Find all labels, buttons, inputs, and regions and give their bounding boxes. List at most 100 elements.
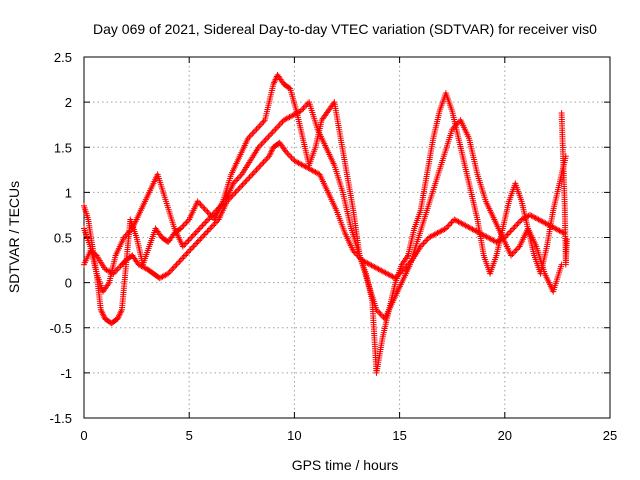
- data-point: [423, 237, 430, 244]
- data-point: [287, 153, 294, 160]
- chart-title: Day 069 of 2021, Sidereal Day-to-day VTE…: [93, 21, 597, 37]
- data-point: [170, 264, 177, 271]
- data-point: [191, 231, 198, 238]
- data-point: [259, 139, 266, 146]
- data-point: [513, 222, 520, 229]
- data-point: [201, 205, 208, 212]
- data-point: [200, 204, 207, 211]
- y-axis-label: SDTVAR / TECUs: [6, 181, 22, 293]
- data-point: [196, 225, 203, 232]
- x-tick-label: 15: [392, 428, 406, 443]
- data-point: [180, 254, 187, 261]
- data-point: [198, 223, 205, 230]
- data-point: [239, 181, 246, 188]
- data-point: [285, 151, 292, 158]
- data-point: [376, 309, 383, 316]
- data-point: [235, 174, 242, 181]
- data-point: [504, 231, 511, 238]
- data-point: [421, 239, 428, 246]
- data-point: [189, 245, 196, 252]
- x-tick-label: 25: [603, 428, 617, 443]
- y-tick-label: 2.5: [54, 50, 72, 65]
- data-point: [191, 242, 198, 249]
- data-point: [506, 229, 513, 236]
- data-point: [234, 175, 241, 182]
- data-point: [247, 132, 254, 139]
- data-point: [266, 132, 273, 139]
- data-point: [232, 189, 239, 196]
- data-point: [268, 130, 275, 137]
- data-point: [258, 141, 265, 148]
- data-point: [114, 266, 121, 273]
- data-point: [184, 239, 191, 246]
- data-point: [247, 172, 254, 179]
- data-point: [233, 187, 240, 194]
- data-point: [203, 229, 210, 236]
- data-point: [210, 222, 217, 229]
- data-point: [240, 180, 247, 187]
- x-axis-label: GPS time / hours: [292, 457, 399, 473]
- data-point: [207, 225, 214, 232]
- axis-ticks: [83, 56, 611, 419]
- data-point: [198, 234, 205, 241]
- x-tick-label: 10: [287, 428, 301, 443]
- data-point: [167, 267, 174, 274]
- data-point: [208, 223, 215, 230]
- data-point: [272, 126, 279, 133]
- data-point: [204, 228, 211, 235]
- data-point: [202, 219, 209, 226]
- data-point: [420, 240, 427, 247]
- data-point: [508, 226, 515, 233]
- data-point: [186, 248, 193, 255]
- data-point: [515, 219, 522, 226]
- data-point: [260, 159, 267, 166]
- data-point: [199, 222, 206, 229]
- data-point: [179, 255, 186, 262]
- data-point: [186, 236, 193, 243]
- data-point: [236, 184, 243, 191]
- y-tick-label: -1: [60, 366, 72, 381]
- data-point: [254, 165, 261, 172]
- data-point: [513, 246, 520, 253]
- x-tick-label: 0: [80, 428, 87, 443]
- data-point: [197, 236, 204, 243]
- y-tick-label: 1.5: [54, 140, 72, 155]
- data-point: [514, 220, 521, 227]
- data-point: [300, 105, 307, 112]
- data-point: [252, 127, 259, 134]
- data-point: [261, 138, 268, 145]
- data-point: [125, 229, 132, 236]
- data-point: [273, 124, 280, 131]
- data-point: [185, 237, 192, 244]
- data-point: [512, 248, 519, 255]
- data-point: [257, 162, 264, 169]
- data-point: [195, 226, 202, 233]
- data-point: [181, 220, 188, 227]
- data-point: [262, 136, 269, 143]
- data-point: [235, 186, 242, 193]
- x-tick-label: 20: [498, 428, 512, 443]
- data-point: [246, 174, 253, 181]
- data-point: [276, 121, 283, 128]
- data-point: [193, 228, 200, 235]
- data-point: [242, 178, 249, 185]
- data-point: [229, 192, 236, 199]
- data-point: [303, 102, 310, 109]
- data-point: [198, 202, 205, 209]
- data-point: [265, 133, 272, 140]
- data-point: [201, 231, 208, 238]
- data-point: [256, 123, 263, 130]
- data-point: [254, 124, 261, 131]
- x-tick-labels: 0 5 10 15 20 25: [80, 428, 617, 443]
- data-markers: [81, 72, 570, 376]
- data-point: [278, 120, 285, 127]
- y-tick-label: 2: [65, 95, 72, 110]
- data-point: [243, 177, 250, 184]
- data-point: [194, 239, 201, 246]
- data-point: [169, 266, 176, 273]
- data-point: [212, 219, 219, 226]
- data-point: [172, 263, 179, 270]
- data-point: [445, 222, 452, 229]
- data-point: [257, 121, 264, 128]
- data-point: [256, 163, 263, 170]
